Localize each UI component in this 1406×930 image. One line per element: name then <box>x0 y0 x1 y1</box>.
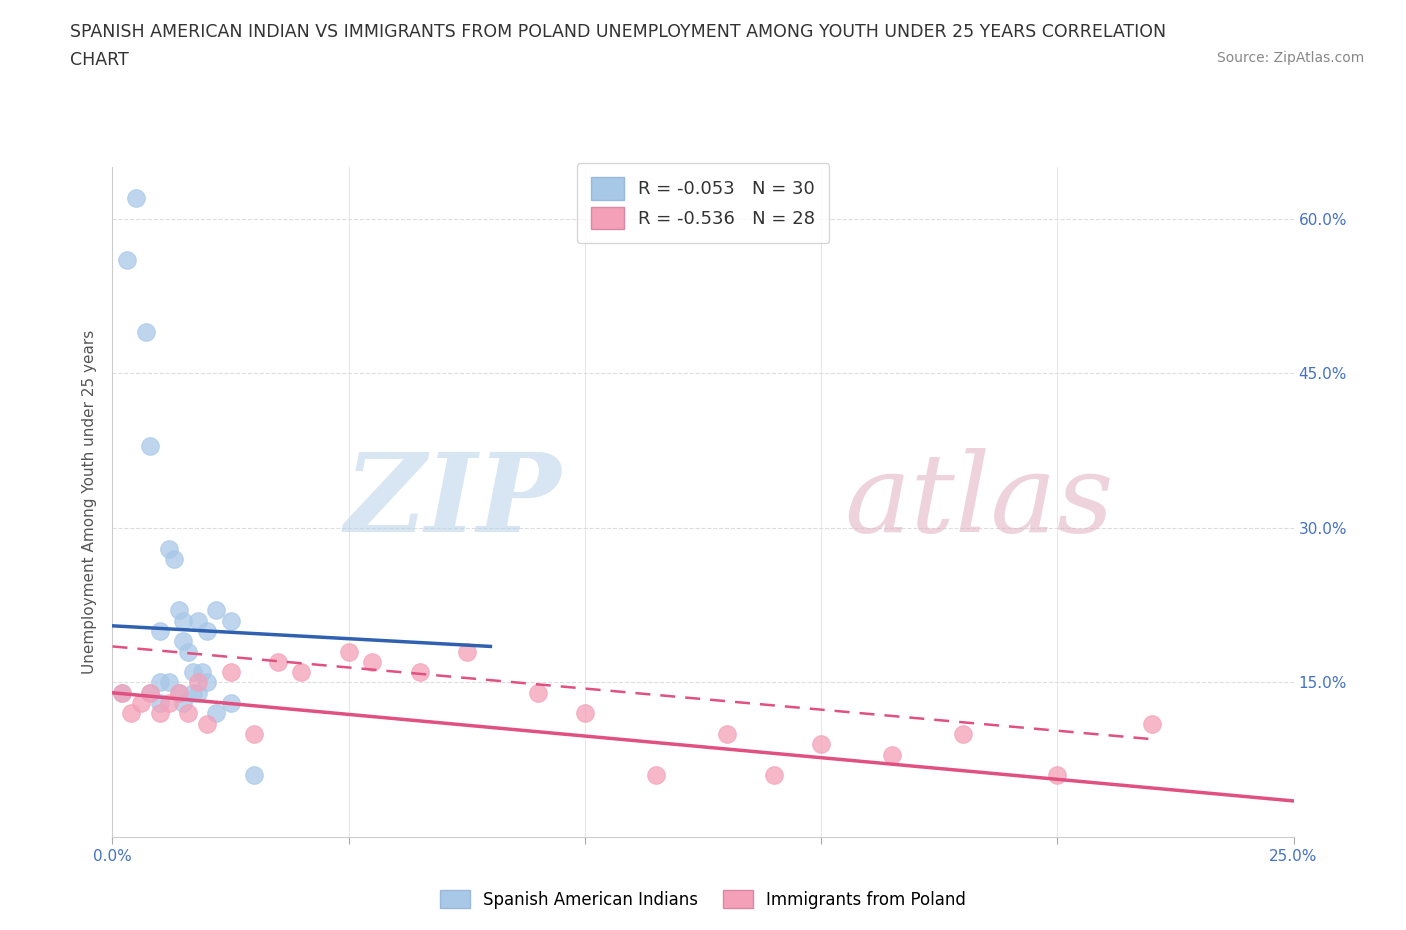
Text: atlas: atlas <box>845 448 1115 556</box>
Point <box>172 613 194 628</box>
Point <box>195 716 218 731</box>
Point <box>408 665 430 680</box>
Point <box>880 747 903 762</box>
Point <box>157 675 180 690</box>
Point <box>219 613 242 628</box>
Text: CHART: CHART <box>70 51 129 69</box>
Point <box>290 665 312 680</box>
Point <box>267 655 290 670</box>
Point <box>574 706 596 721</box>
Text: Source: ZipAtlas.com: Source: ZipAtlas.com <box>1216 51 1364 65</box>
Point <box>243 768 266 783</box>
Point <box>167 685 190 700</box>
Point <box>177 644 200 659</box>
Point <box>361 655 384 670</box>
Point <box>111 685 134 700</box>
Point <box>181 665 204 680</box>
Point <box>139 438 162 453</box>
Point <box>139 685 162 700</box>
Point <box>526 685 548 700</box>
Point <box>149 696 172 711</box>
Point <box>172 634 194 649</box>
Point <box>716 726 738 741</box>
Point <box>129 696 152 711</box>
Point <box>219 696 242 711</box>
Point <box>186 675 208 690</box>
Point <box>125 191 148 206</box>
Point <box>135 325 157 339</box>
Point <box>177 706 200 721</box>
Text: ZIP: ZIP <box>344 448 561 556</box>
Point <box>186 685 208 700</box>
Point <box>810 737 832 751</box>
Point <box>149 623 172 638</box>
Point <box>157 696 180 711</box>
Text: SPANISH AMERICAN INDIAN VS IMMIGRANTS FROM POLAND UNEMPLOYMENT AMONG YOUTH UNDER: SPANISH AMERICAN INDIAN VS IMMIGRANTS FR… <box>70 23 1167 41</box>
Point <box>191 665 214 680</box>
Point <box>1046 768 1069 783</box>
Point <box>186 613 208 628</box>
Point <box>157 541 180 556</box>
Point <box>120 706 142 721</box>
Point <box>149 706 172 721</box>
Point <box>205 603 228 618</box>
Y-axis label: Unemployment Among Youth under 25 years: Unemployment Among Youth under 25 years <box>82 330 97 674</box>
Legend: R = -0.053   N = 30, R = -0.536   N = 28: R = -0.053 N = 30, R = -0.536 N = 28 <box>576 163 830 244</box>
Point <box>195 675 218 690</box>
Legend: Spanish American Indians, Immigrants from Poland: Spanish American Indians, Immigrants fro… <box>432 882 974 917</box>
Point <box>139 685 162 700</box>
Point <box>952 726 974 741</box>
Point <box>149 675 172 690</box>
Point <box>219 665 242 680</box>
Point <box>167 603 190 618</box>
Point <box>762 768 785 783</box>
Point <box>111 685 134 700</box>
Point <box>205 706 228 721</box>
Point <box>163 551 186 566</box>
Point <box>243 726 266 741</box>
Point <box>115 253 138 268</box>
Point <box>181 685 204 700</box>
Point <box>1140 716 1163 731</box>
Point <box>456 644 478 659</box>
Point <box>172 696 194 711</box>
Point <box>337 644 360 659</box>
Point <box>644 768 666 783</box>
Point <box>167 685 190 700</box>
Point <box>195 623 218 638</box>
